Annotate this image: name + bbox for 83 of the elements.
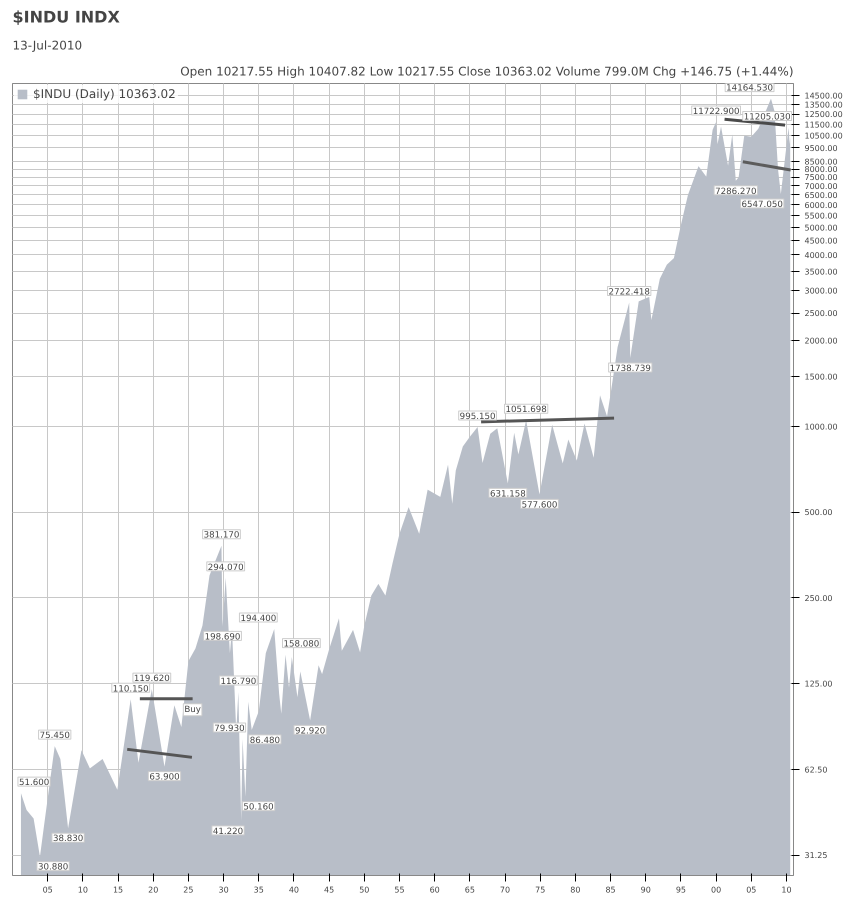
annotation: 631.158 [490,489,526,500]
y-tick-label: 6500.00 [804,190,838,200]
x-tick-label: 90 [640,886,651,894]
y-tick-label: 1000.00 [804,422,838,432]
y-tick-label: 1500.00 [804,372,838,382]
x-tick-label: 45 [324,886,334,894]
y-tick-label: 500.00 [804,508,832,518]
annotation: 1051.698 [505,405,547,416]
annotation: 50.160 [243,802,274,813]
y-tick-label: 5000.00 [804,223,838,232]
y-tick-label: 3500.00 [804,267,838,276]
x-tick-label: 35 [254,886,264,894]
annotation: 110.150 [112,684,149,694]
annotation: 116.790 [220,677,256,688]
x-tick-label: 55 [394,886,405,894]
y-tick-label: 14500.00 [804,92,843,101]
annotation: 158.080 [284,640,320,650]
x-tick-label: 65 [464,886,475,894]
y-tick-label: 6000.00 [804,200,838,210]
x-tick-label: 85 [605,886,616,894]
y-tick-label: 2000.00 [804,336,838,346]
y-tick-label: 7000.00 [804,182,838,191]
y-tick-label: 2500.00 [804,309,838,318]
y-tick-label: 7500.00 [804,173,838,182]
x-tick-label: 05 [42,886,53,894]
annotation: 194.400 [240,614,276,624]
x-tick-label: 70 [500,886,510,894]
annotation: 119.620 [134,674,170,684]
annotation: 30.880 [38,862,68,873]
y-tick-label: 9500.00 [804,144,838,153]
annotation: 995.150 [460,412,496,422]
chart-subtitle: 13-Jul-2010 [12,38,82,52]
x-tick-label: 15 [112,886,124,894]
annotation: 577.600 [522,500,558,510]
y-tick-label: 11500.00 [804,120,843,130]
y-tick-label: 8000.00 [804,165,838,174]
x-tick-label: 10 [78,886,88,894]
y-tick-label: 12500.00 [804,110,843,120]
y-tick-label: 3000.00 [804,286,838,296]
y-tick-label: 125.00 [804,680,832,689]
annotation: 381.170 [204,530,240,541]
x-tick-label: 30 [218,886,229,894]
annotation: Buy [184,704,201,715]
x-tick-label: 95 [676,886,686,894]
x-tick-label: 75 [535,886,546,894]
y-tick-label: 8500.00 [804,158,838,167]
x-tick-label: 50 [359,886,370,894]
annotation: 14164.530 [726,84,773,94]
y-tick-label: 4500.00 [804,236,838,246]
annotation: 75.450 [40,731,70,742]
x-tick-label: 10 [781,886,792,894]
annotation: 38.830 [52,834,84,844]
annotation: 63.900 [149,772,180,783]
legend-label: $INDU (Daily) 10363.02 [33,87,176,101]
annotation: 92.920 [294,726,326,736]
y-tick-label: 10500.00 [804,132,843,141]
annotation: 11722.900 [692,106,740,117]
y-tick-label: 62.50 [804,765,828,774]
x-tick-label: 25 [183,886,194,894]
x-tick-label: 05 [746,886,756,894]
annotation: 51.600 [18,778,50,788]
annotation: 7286.270 [715,186,756,197]
annotation: 294.070 [208,562,244,573]
y-tick-label: 13500.00 [804,100,843,110]
x-tick-label: 20 [148,886,158,894]
annotation: 79.930 [214,724,245,734]
annotation: 86.480 [250,736,280,746]
y-tick-label: 250.00 [804,594,832,603]
annotation: 2722.418 [608,288,650,298]
annotation: 41.220 [212,826,244,837]
y-tick-label: 4000.00 [804,250,838,260]
x-tick-label: 00 [711,886,722,894]
annotation: 6547.050 [742,200,783,210]
text: Open 10217.55 High 10407.82 Low 10217.55 Close 10363.02 Volume 799.0M Chg +146.75 (+1.44%) [180,64,794,78]
y-tick-label: 5500.00 [804,212,838,221]
annotation: 11205.030 [744,112,791,123]
x-tick-label: 80 [570,886,580,894]
annotation: 198.690 [204,632,240,642]
y-tick-label: 31.25 [804,851,828,860]
x-tick-label: 60 [430,886,440,894]
annotation: 1738.739 [610,364,651,374]
chart-title: $INDU INDX [12,8,120,26]
x-tick-label: 40 [288,886,300,894]
